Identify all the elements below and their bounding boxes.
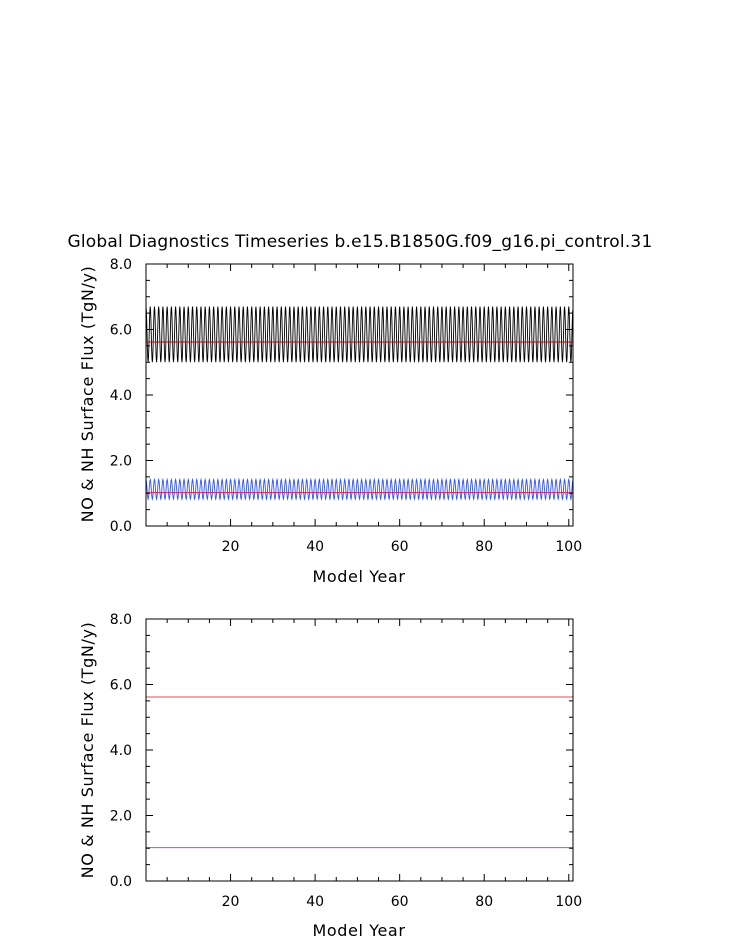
series-layer — [146, 696, 573, 849]
y-tick-label: 6.0 — [110, 323, 132, 339]
axes-layer: 20 40 60 80 100 0.0 2.0 4.0 6.0 8.0 — [110, 612, 582, 910]
y-axis-title: NO & NH Surface Flux (TgN/y) — [78, 266, 97, 523]
y-tick-label: 2.0 — [110, 809, 132, 825]
x-tick-label: 80 — [475, 894, 493, 910]
x-tick-label: 80 — [475, 539, 493, 555]
y-axis-title: NO & NH Surface Flux (TgN/y) — [78, 622, 97, 879]
y-tick-label: 6.0 — [110, 678, 132, 694]
plot-frame — [145, 618, 574, 882]
chart-panel-bottom: 20 40 60 80 100 0.0 2.0 4.0 6.0 8.0 Model Year NO… — [78, 612, 582, 940]
x-tick-label: 60 — [391, 894, 409, 910]
y-tick-label: 4.0 — [110, 388, 132, 404]
x-tick-label: 40 — [306, 894, 324, 910]
x-axis-title: Model Year — [313, 921, 406, 940]
y-tick-label: 0.0 — [110, 519, 132, 535]
chart-panel-top: 20 40 60 80 100 0.0 2.0 4.0 6.0 8.0 Model Year NO… — [78, 257, 582, 586]
y-tick-label: 2.0 — [110, 454, 132, 470]
series-line-monthly — [145, 477, 574, 501]
y-tick-label: 8.0 — [110, 612, 132, 628]
y-tick-label: 4.0 — [110, 743, 132, 759]
x-tick-label: 100 — [555, 894, 582, 910]
x-tick-label: 100 — [555, 539, 582, 555]
series-layer — [145, 306, 574, 501]
x-tick-label: 40 — [306, 539, 324, 555]
x-tick-label: 60 — [391, 539, 409, 555]
x-tick-label: 20 — [222, 894, 240, 910]
series-line-monthly — [145, 306, 574, 363]
x-tick-label: 20 — [222, 539, 240, 555]
y-tick-label: 8.0 — [110, 257, 132, 273]
y-tick-label: 0.0 — [110, 874, 132, 890]
figure-title: Global Diagnostics Timeseries b.e15.B185… — [68, 232, 653, 252]
axes-layer: 20 40 60 80 100 0.0 2.0 4.0 6.0 8.0 — [110, 257, 582, 555]
x-axis-title: Model Year — [313, 567, 406, 586]
